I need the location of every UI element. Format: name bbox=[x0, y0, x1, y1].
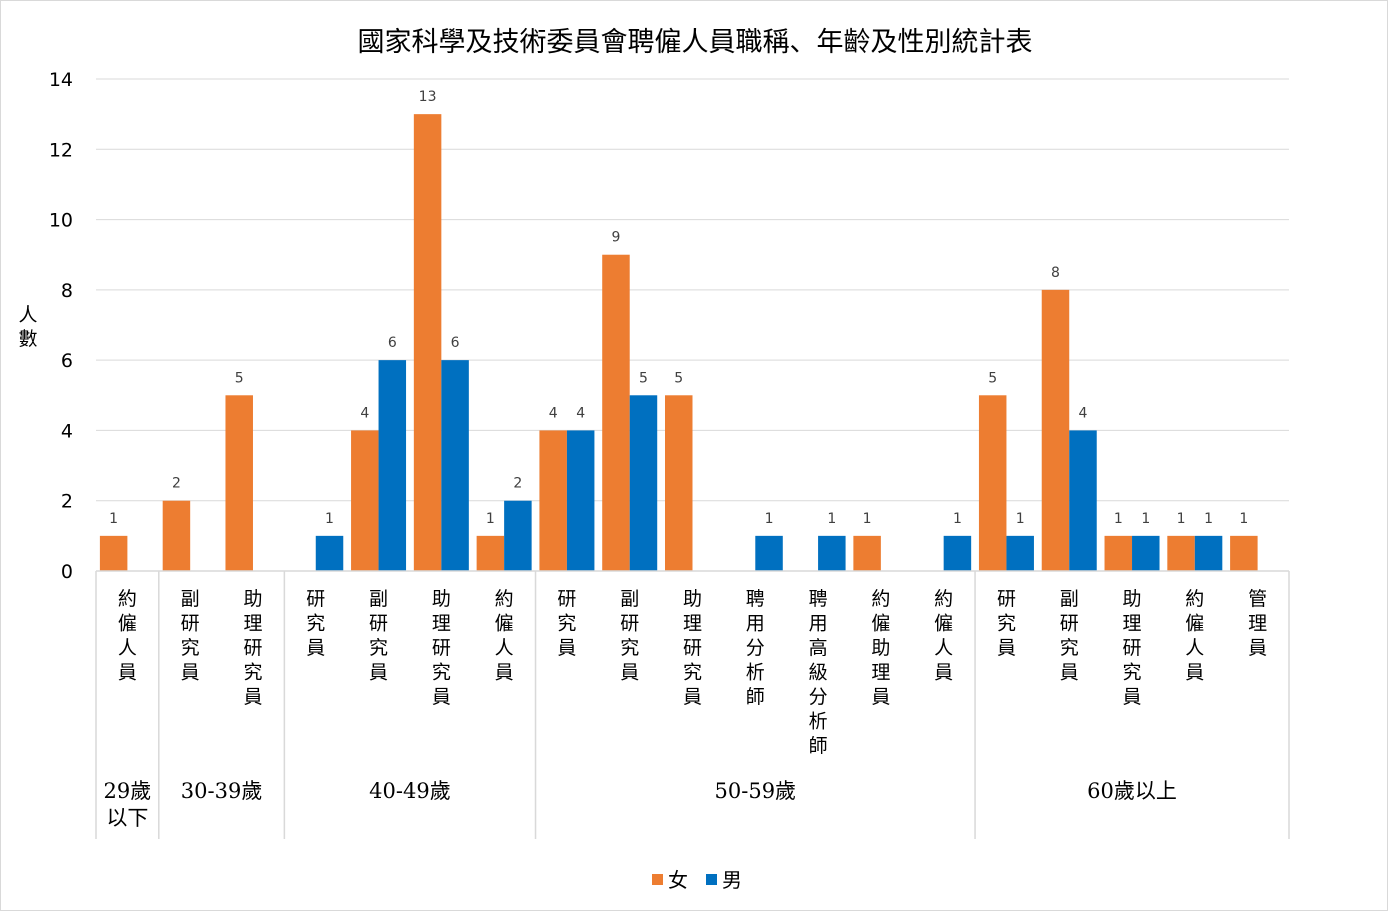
category-label: 助理研究員 bbox=[243, 588, 262, 708]
bar-female bbox=[162, 500, 191, 571]
data-label: 1 bbox=[863, 511, 872, 527]
bar-female bbox=[665, 395, 693, 571]
y-tick-label: 2 bbox=[61, 491, 73, 513]
data-label: 1 bbox=[827, 511, 836, 527]
y-tick-label: 4 bbox=[61, 420, 73, 442]
category-label: 副研究員 bbox=[181, 588, 200, 684]
bar-female bbox=[476, 535, 505, 571]
bar-female bbox=[351, 430, 379, 571]
data-label: 1 bbox=[1141, 511, 1150, 527]
data-label: 1 bbox=[325, 511, 334, 527]
bar-female bbox=[99, 535, 128, 571]
y-tick-label: 10 bbox=[49, 210, 73, 232]
bar-female bbox=[413, 114, 442, 572]
data-label: 9 bbox=[611, 230, 620, 246]
data-label: 2 bbox=[172, 476, 181, 492]
legend-swatch bbox=[706, 874, 717, 885]
y-axis-label: 人數 bbox=[18, 304, 37, 350]
bar-male bbox=[629, 395, 658, 571]
bar-male bbox=[1006, 535, 1034, 571]
group-label: 29歲以下 bbox=[104, 779, 152, 830]
category-label: 約僱人員 bbox=[118, 588, 137, 684]
bar-female bbox=[1230, 535, 1258, 571]
bar-male bbox=[504, 500, 532, 571]
data-label: 6 bbox=[451, 335, 460, 351]
bar-female bbox=[225, 395, 253, 571]
category-label: 約僱人員 bbox=[495, 588, 514, 684]
data-label: 1 bbox=[1177, 511, 1186, 527]
category-label: 助理研究員 bbox=[1123, 588, 1142, 708]
y-tick-label: 6 bbox=[61, 350, 73, 372]
bar-female bbox=[602, 254, 630, 571]
bar-male bbox=[1069, 430, 1097, 571]
data-label: 1 bbox=[1016, 511, 1025, 527]
legend-label: 女 bbox=[668, 868, 688, 892]
group-label: 30-39歲 bbox=[181, 779, 263, 803]
data-label: 2 bbox=[513, 476, 522, 492]
data-label: 5 bbox=[639, 370, 648, 386]
category-label: 助理研究員 bbox=[683, 588, 702, 708]
data-label: 5 bbox=[988, 370, 997, 386]
data-label: 4 bbox=[576, 405, 585, 421]
category-label: 副研究員 bbox=[1060, 588, 1079, 684]
category-label: 聘用高級分析師 bbox=[809, 588, 828, 757]
category-label: 約僱人員 bbox=[1185, 588, 1204, 684]
category-label: 研究員 bbox=[997, 588, 1016, 659]
data-label: 1 bbox=[1239, 511, 1248, 527]
bar-male bbox=[1194, 535, 1223, 571]
bar-female bbox=[978, 395, 1007, 571]
category-label: 約僱人員 bbox=[934, 588, 953, 684]
category-label: 研究員 bbox=[306, 588, 325, 659]
bar-male bbox=[943, 535, 972, 571]
legend-label: 男 bbox=[722, 868, 742, 892]
category-label: 約僱助理員 bbox=[871, 588, 890, 708]
data-label: 1 bbox=[109, 511, 118, 527]
y-tick-label: 0 bbox=[61, 561, 73, 583]
data-label: 5 bbox=[235, 370, 244, 386]
group-label: 40-49歲 bbox=[369, 779, 451, 803]
bar-female bbox=[1041, 289, 1070, 571]
category-label: 聘用分析師 bbox=[746, 588, 765, 708]
category-label: 管理員 bbox=[1248, 588, 1267, 659]
data-label: 1 bbox=[486, 511, 495, 527]
group-label: 50-59歲 bbox=[715, 779, 797, 803]
chart-title: 國家科學及技術委員會聘僱人員職稱、年齡及性別統計表 bbox=[358, 27, 1033, 58]
bar-male bbox=[315, 535, 344, 571]
bar-male bbox=[1132, 535, 1160, 571]
bar-male bbox=[441, 360, 469, 571]
category-label: 研究員 bbox=[557, 588, 576, 659]
bar-male bbox=[755, 535, 783, 571]
bar-male bbox=[378, 360, 407, 571]
legend-swatch bbox=[652, 874, 663, 885]
data-label: 1 bbox=[1204, 511, 1213, 527]
bar-male bbox=[566, 430, 595, 571]
y-tick-label: 12 bbox=[49, 139, 73, 161]
data-label: 6 bbox=[388, 335, 397, 351]
bar-female bbox=[853, 535, 881, 571]
y-tick-label: 14 bbox=[49, 69, 73, 91]
group-label: 60歲以上 bbox=[1087, 779, 1177, 803]
data-label: 4 bbox=[360, 405, 369, 421]
data-label: 4 bbox=[549, 405, 558, 421]
bar-female bbox=[1167, 535, 1195, 571]
data-label: 13 bbox=[419, 89, 437, 105]
data-label: 4 bbox=[1079, 405, 1088, 421]
category-label: 副研究員 bbox=[620, 588, 639, 684]
data-label: 1 bbox=[953, 511, 962, 527]
bar-male bbox=[818, 535, 846, 571]
category-label: 助理研究員 bbox=[432, 588, 451, 708]
bar-female bbox=[539, 430, 567, 571]
y-tick-label: 8 bbox=[61, 280, 73, 302]
data-label: 1 bbox=[765, 511, 774, 527]
category-label: 副研究員 bbox=[369, 588, 388, 684]
data-label: 8 bbox=[1051, 265, 1060, 281]
data-label: 5 bbox=[674, 370, 683, 386]
data-label: 1 bbox=[1114, 511, 1123, 527]
bar-female bbox=[1104, 535, 1133, 571]
